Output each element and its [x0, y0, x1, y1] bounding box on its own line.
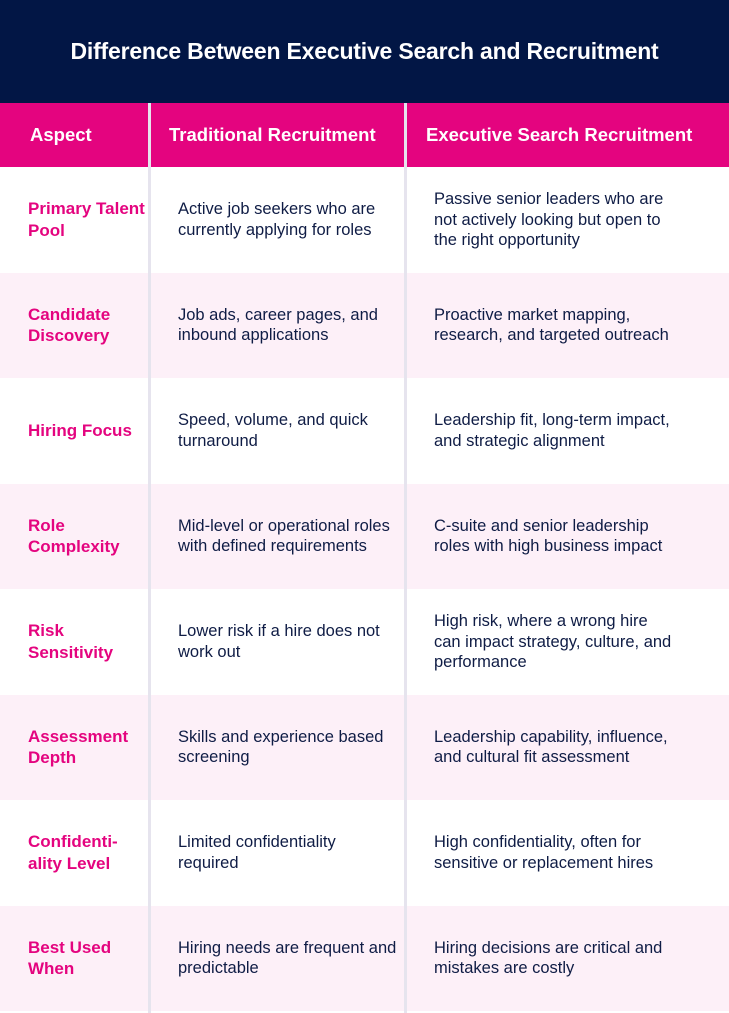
table-row: Hiring Focus Speed, volume, and quick tur… [0, 378, 729, 484]
traditional-cell-wrap: Active job seekers who are currently app… [150, 167, 406, 273]
traditional-cell: Hiring needs are frequent and predictabl… [178, 938, 397, 978]
executive-cell: Hiring decisions are critical and mistak… [434, 938, 663, 978]
executive-cell-wrap: C-suite and senior leadership roles with… [406, 484, 729, 590]
aspect-cell-wrap: Candidate Discovery [0, 273, 150, 379]
executive-cell: Proactive market mapping, research, and … [434, 305, 669, 345]
traditional-cell: Lower risk if a hire does not work out [178, 622, 380, 661]
aspect-cell-wrap: Confidenti-ality Level [0, 800, 150, 906]
aspect-cell: Confidenti-ality Level [28, 832, 118, 873]
executive-cell: Leadership fit, long-term impact, and st… [434, 411, 670, 450]
aspect-cell: Hiring Focus [28, 421, 132, 440]
executive-cell-wrap: Hiring decisions are critical and mistak… [406, 906, 729, 1012]
executive-cell-wrap: High confidentiality, often for sensitiv… [406, 800, 729, 906]
executive-cell-wrap: Passive senior leaders who are not activ… [406, 167, 729, 273]
aspect-cell-wrap: Hiring Focus [0, 378, 150, 484]
aspect-cell: Best Used When [28, 937, 112, 979]
traditional-cell: Limited confidentiality required [178, 833, 336, 872]
traditional-cell: Mid-level or operational roles with defi… [178, 516, 390, 556]
aspect-cell-wrap: Primary Talent Pool [0, 167, 150, 273]
column-divider [148, 103, 151, 1013]
page-title: Difference Between Executive Search and … [0, 0, 729, 103]
column-header-executive: Executive Search Recruitment [426, 124, 693, 145]
traditional-cell-wrap: Job ads, career pages, and inbound appli… [150, 273, 406, 379]
executive-cell-wrap: Leadership fit, long-term impact, and st… [406, 378, 729, 484]
traditional-cell: Skills and experience based screening [178, 727, 384, 767]
aspect-cell: Candidate Discovery [28, 304, 111, 346]
aspect-cell-wrap: Role Complexity [0, 484, 150, 590]
traditional-cell: Active job seekers who are currently app… [178, 200, 376, 239]
aspect-cell-wrap: Risk Sensitivity [0, 589, 150, 695]
aspect-cell: Risk Sensitivity [28, 621, 114, 662]
traditional-cell: Speed, volume, and quick turnaround [178, 411, 368, 450]
executive-cell: High risk, where a wrong hire can impact… [434, 612, 672, 671]
column-header-traditional: Traditional Recruitment [169, 124, 376, 145]
executive-cell: Leadership capability, influence, and cu… [434, 727, 668, 767]
table-row: Assessment Depth Skills and experience ba… [0, 694, 729, 801]
traditional-cell-wrap: Lower risk if a hire does not work out [150, 589, 406, 695]
aspect-cell: Role Complexity [28, 515, 120, 557]
table-row: Confidenti-ality Level Limited confidenti… [0, 800, 729, 906]
executive-cell-wrap: Proactive market mapping, research, and … [406, 273, 729, 379]
executive-cell: Passive senior leaders who are not activ… [434, 190, 664, 249]
traditional-cell-wrap: Skills and experience based screening [150, 695, 406, 801]
traditional-cell-wrap: Hiring needs are frequent and predictabl… [150, 906, 406, 1012]
column-divider [404, 103, 407, 1013]
table-row: Role Complexity Mid-level or operational … [0, 483, 729, 590]
table-header: Aspect Traditional Recruitment Executive… [0, 103, 729, 167]
table-row: Best Used When Hiring needs are frequent … [0, 905, 729, 1012]
executive-cell-wrap: High risk, where a wrong hire can impact… [406, 589, 729, 695]
traditional-cell-wrap: Mid-level or operational roles with defi… [150, 484, 406, 590]
column-header-aspect: Aspect [30, 124, 92, 145]
table-row: Risk Sensitivity Lower risk if a hire doe… [0, 589, 729, 695]
traditional-cell-wrap: Limited confidentiality required [150, 800, 406, 906]
aspect-cell-wrap: Best Used When [0, 906, 150, 1012]
executive-cell: High confidentiality, often for sensitiv… [434, 833, 654, 872]
traditional-cell: Job ads, career pages, and inbound appli… [178, 305, 378, 345]
aspect-cell-wrap: Assessment Depth [0, 695, 150, 801]
table-row: Candidate Discovery Job ads, career pages… [0, 272, 729, 379]
aspect-cell: Assessment Depth [28, 726, 129, 768]
table-row: Primary Talent Pool Active job seekers wh… [0, 167, 729, 273]
executive-cell: C-suite and senior leadership roles with… [434, 516, 663, 556]
traditional-cell-wrap: Speed, volume, and quick turnaround [150, 378, 406, 484]
aspect-cell: Primary Talent Pool [28, 199, 145, 240]
executive-cell-wrap: Leadership capability, influence, and cu… [406, 695, 729, 801]
